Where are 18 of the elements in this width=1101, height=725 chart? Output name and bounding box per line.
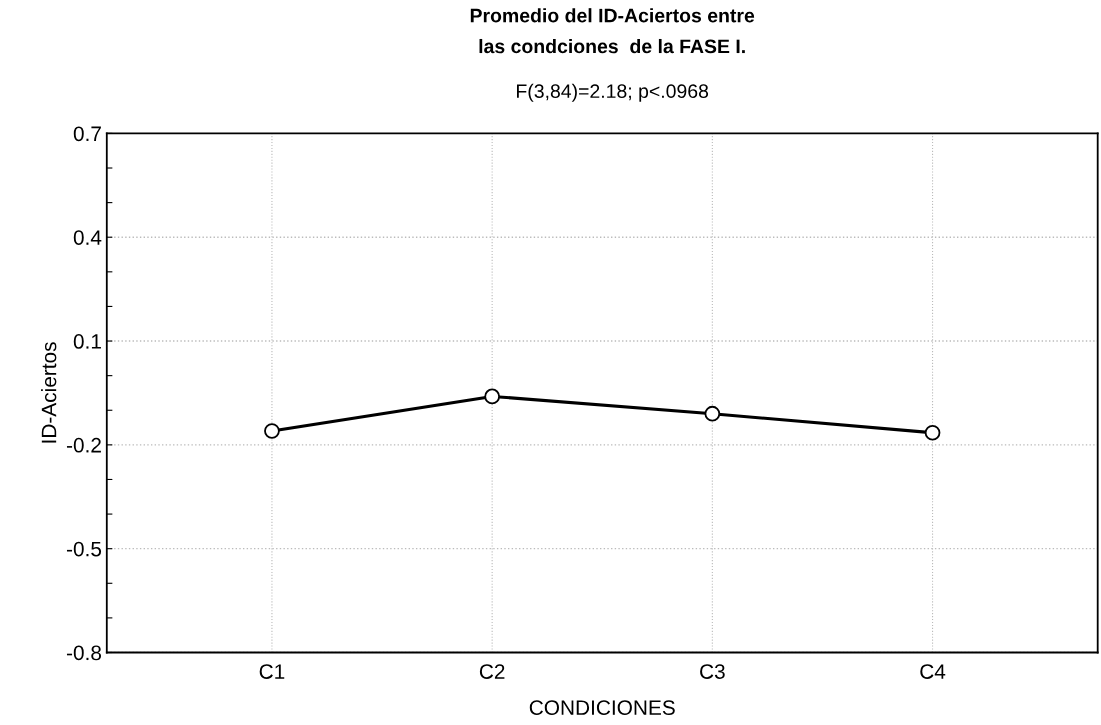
- point: [704, 405, 721, 422]
- chart-title: Promedio del ID-Aciertos entre las condciones de la FASE I.: [470, 8, 755, 54]
- y-axis-title: ID-Aciertos: [41, 342, 57, 443]
- point: [484, 388, 500, 405]
- x-tick-label: C3: [700, 664, 725, 679]
- y-tick-label: 0.1: [73, 334, 101, 349]
- chart-subtitle: F(3,84)=2.18; p<.0968: [517, 83, 709, 102]
- point: [264, 423, 280, 439]
- x-tick-label: C4: [920, 664, 946, 679]
- point: [924, 424, 941, 441]
- y-tick-label: 0.7: [73, 126, 101, 142]
- x-axis-title: CONDICIONES: [529, 700, 675, 715]
- x-tick-label: C2: [479, 664, 505, 679]
- y-tick-label: -0.8: [66, 645, 102, 661]
- y-tick-label: -0.2: [66, 437, 101, 453]
- y-tick-label: 0.4: [73, 230, 102, 245]
- x-tick-label: C1: [259, 664, 285, 679]
- y-tick-label: -0.5: [66, 541, 102, 557]
